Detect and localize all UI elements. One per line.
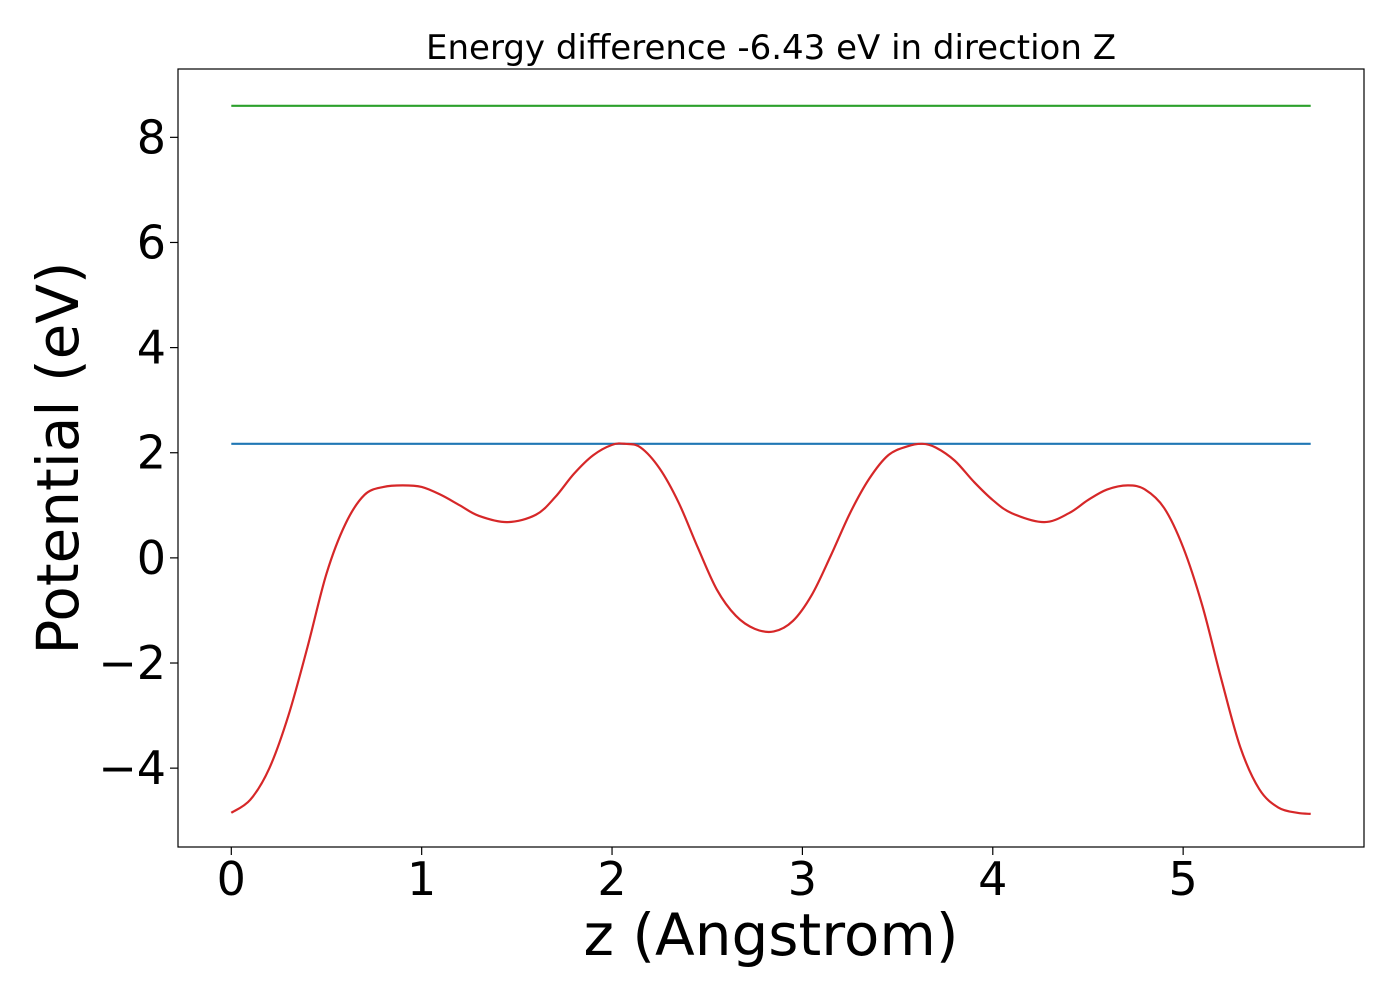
x-tick-label: 2 [597,852,626,906]
chart-title: Energy difference -6.43 eV in direction … [426,28,1116,68]
series-layer [230,104,1311,815]
y-tick-label: 8 [137,110,166,164]
x-tick-label: 5 [1169,852,1198,906]
y-tick-label: −4 [98,741,166,795]
y-tick-label: 4 [137,321,166,375]
series-line-1 [230,442,1311,815]
y-tick-label: 2 [137,426,166,480]
x-axis-label: z (Angstrom) [584,901,959,969]
x-axis-ticks: 0 1 2 3 4 5 [217,847,1198,906]
y-tick-label: −2 [98,636,166,690]
y-axis-ticks: −4 −2 0 2 4 6 8 [98,110,178,795]
x-tick-label: 1 [407,852,436,906]
x-tick-label: 3 [788,852,817,906]
y-tick-label: 0 [137,531,166,585]
plot-frame [177,68,1365,848]
y-tick-label: 6 [137,215,166,269]
y-axis-label: Potential (eV) [24,261,92,654]
x-tick-label: 4 [978,852,1007,906]
x-tick-label: 0 [217,852,246,906]
